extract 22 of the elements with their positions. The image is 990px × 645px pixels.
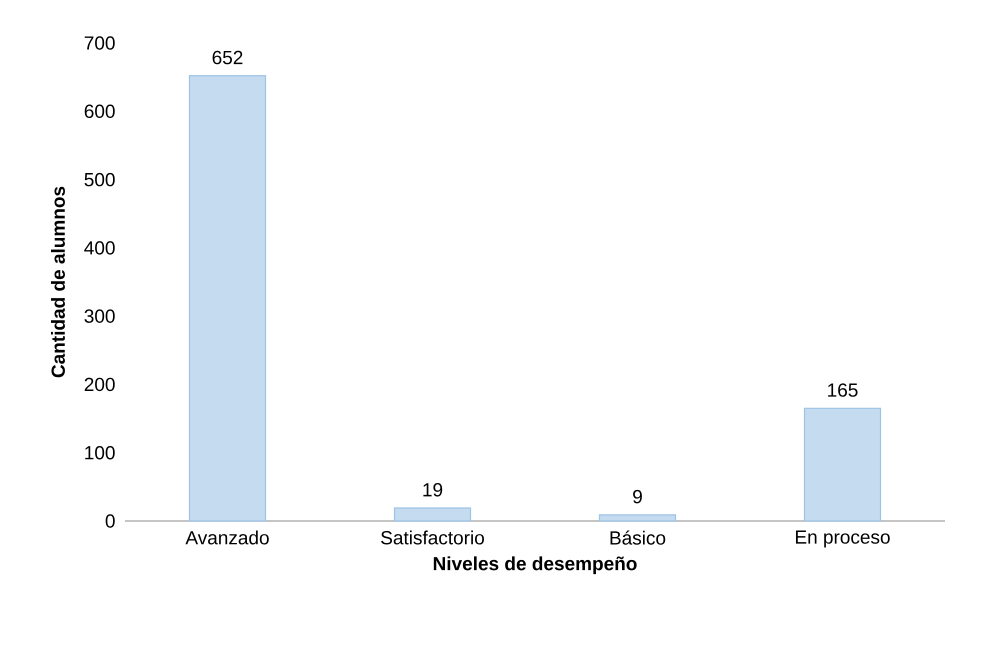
data-label: 652 — [212, 50, 242, 64]
y-tick-label: 400 — [84, 241, 115, 255]
y-tick-label: 700 — [84, 36, 115, 50]
y-tick-label: 300 — [84, 309, 115, 323]
data-label: 165 — [828, 383, 858, 397]
x-tick-label: Básico — [610, 530, 666, 545]
bar — [188, 75, 266, 522]
y-tick-label: 500 — [84, 172, 115, 186]
bar — [394, 507, 472, 522]
y-tick-label: 600 — [84, 104, 115, 118]
data-label: 19 — [423, 483, 442, 497]
data-label: 9 — [633, 490, 642, 504]
y-tick-label: 200 — [84, 378, 115, 392]
y-tick-label: 100 — [85, 446, 115, 460]
x-tick-label: En proceso — [796, 530, 890, 548]
bar — [598, 514, 676, 522]
bar — [804, 408, 882, 522]
x-tick-label: Avanzado — [185, 530, 269, 544]
y-axis-title: Cantidad de alumnos — [50, 186, 65, 378]
y-tick-label: 0 — [106, 514, 115, 528]
x-tick-label: Satisfactorio — [381, 530, 484, 544]
x-axis-title: Niveles de desempeño — [434, 556, 637, 574]
